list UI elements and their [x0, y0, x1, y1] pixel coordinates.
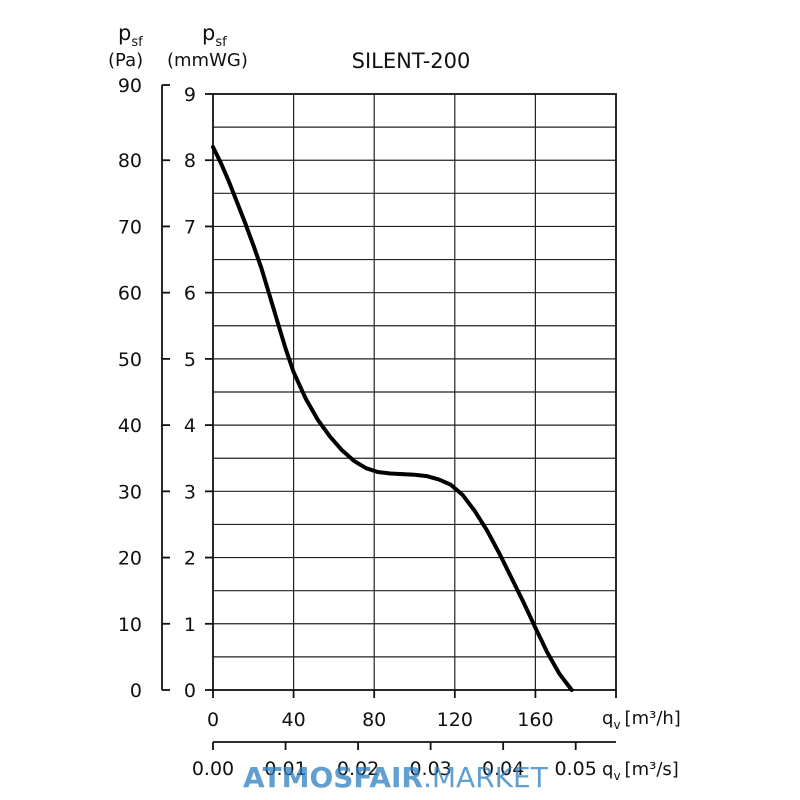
- y-mmwg-tick-label: 9: [184, 84, 196, 106]
- y-pa-tick-label: 30: [118, 481, 142, 503]
- x-m3h-label: qv [m³/h]: [602, 708, 681, 732]
- y-pa-tick-label: 70: [118, 216, 142, 238]
- x-m3s-label: qv [m³/s]: [602, 759, 679, 783]
- y-pa-label: psf: [118, 21, 143, 50]
- x-m3s-tick-label: 0.01: [264, 758, 306, 780]
- y-mmwg-unit: (mmWG): [167, 50, 248, 71]
- x-m3h-tick-label: 120: [437, 709, 473, 731]
- y-mmwg-label: psf: [202, 21, 227, 50]
- watermark: ATMOSFAIR.MARKET: [243, 761, 549, 794]
- x-m3s-tick-label: 0.05: [555, 758, 597, 780]
- x-m3h-tick-label: 0: [207, 709, 219, 731]
- y-pa-tick-label: 60: [118, 283, 142, 305]
- y-mmwg-tick-label: 1: [184, 614, 196, 636]
- curve-layer: [211, 145, 574, 692]
- y-mmwg-tick-label: 0: [184, 680, 196, 702]
- y-mmwg-tick-label: 7: [184, 216, 196, 238]
- y-mmwg-tick-label: 6: [184, 283, 196, 305]
- performance-curve: [211, 145, 574, 692]
- y-mmwg-tick-label: 5: [184, 349, 196, 371]
- x-m3h-tick-label: 40: [282, 709, 306, 731]
- grid: [213, 94, 616, 690]
- chart-title: SILENT-200: [352, 49, 471, 73]
- y-pa-tick-label: 20: [118, 548, 142, 570]
- y-pa-unit: (Pa): [108, 50, 143, 71]
- y-pa-tick-label: 50: [118, 349, 142, 371]
- y-pa-tick-label: 0: [130, 680, 142, 702]
- plot-frame: [212, 93, 617, 691]
- axes: [161, 84, 617, 750]
- y-pa-tick-label: 80: [118, 150, 142, 172]
- y-pa-tick-label: 90: [118, 75, 142, 97]
- x-m3s-tick-label: 0.02: [337, 758, 379, 780]
- x-m3h-tick-label: 160: [517, 709, 553, 731]
- y-pa-tick-label: 40: [118, 415, 142, 437]
- x-m3s-tick-label: 0.04: [482, 758, 524, 780]
- y-pa-tick-label: 10: [118, 614, 142, 636]
- y-mmwg-tick-label: 3: [184, 481, 196, 503]
- x-m3h-tick-label: 80: [362, 709, 386, 731]
- x-m3s-tick-label: 0.03: [409, 758, 451, 780]
- y-mmwg-tick-label: 4: [184, 415, 196, 437]
- y-mmwg-tick-label: 8: [184, 150, 196, 172]
- x-m3s-tick-label: 0.00: [192, 758, 234, 780]
- y-mmwg-tick-label: 2: [184, 548, 196, 570]
